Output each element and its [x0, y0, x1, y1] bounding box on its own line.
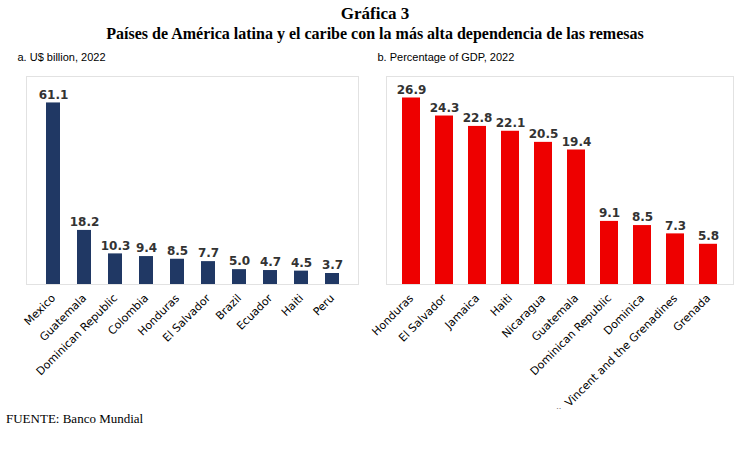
svg-text:Colombia: Colombia — [104, 291, 151, 338]
svg-text:3.7: 3.7 — [321, 258, 342, 272]
svg-text:19.4: 19.4 — [561, 135, 591, 149]
html-text:FUENTE: Banco Mundial: FUENTE: Banco Mundial — [6, 411, 144, 426]
svg-text:18.2: 18.2 — [69, 215, 99, 229]
svg-text:4.7: 4.7 — [259, 255, 280, 269]
svg-text:Honduras: Honduras — [369, 291, 416, 339]
svg-text:Ecuador: Ecuador — [234, 291, 275, 332]
svg-text:7.7: 7.7 — [197, 246, 218, 260]
svg-text:5.8: 5.8 — [697, 229, 718, 243]
svg-text:Mexico: Mexico — [21, 291, 58, 329]
svg-text:Honduras: Honduras — [135, 291, 182, 339]
svg-text:St. Vincent and the Grenadines: St. Vincent and the Grenadines — [549, 292, 680, 409]
html-text:Países de América latina y el: Países de América latina y el caribe con… — [106, 25, 644, 42]
svg-text:7.3: 7.3 — [664, 219, 685, 233]
svg-text:Haiti: Haiti — [487, 292, 514, 319]
svg-text:Dominican Republic: Dominican Republic — [527, 291, 614, 379]
svg-text:Grenada: Grenada — [670, 292, 712, 334]
svg-text:9.4: 9.4 — [135, 241, 156, 255]
svg-text:22.8: 22.8 — [462, 111, 492, 125]
svg-text:22.1: 22.1 — [495, 116, 525, 130]
html-text:a. U$ billion, 2022: a. U$ billion, 2022 — [17, 51, 106, 63]
svg-text:8.5: 8.5 — [166, 244, 187, 258]
svg-text:Dominican Republic: Dominican Republic — [33, 292, 119, 378]
svg-text:Jamaica: Jamaica — [441, 292, 482, 333]
svg-text:Dominica: Dominica — [600, 291, 647, 338]
svg-text:10.3: 10.3 — [100, 239, 130, 253]
svg-text:Peru: Peru — [310, 292, 337, 319]
svg-text:61.1: 61.1 — [38, 88, 68, 102]
svg-text:8.5: 8.5 — [631, 210, 652, 224]
html-text:b. Percentage of GDP, 2022: b. Percentage of GDP, 2022 — [377, 51, 515, 63]
svg-text:24.3: 24.3 — [429, 101, 459, 115]
svg-text:Guatemala: Guatemala — [528, 291, 581, 344]
svg-text:Haiti: Haiti — [278, 292, 305, 319]
html-text:Gráfica 3: Gráfica 3 — [340, 4, 410, 23]
svg-text:4.5: 4.5 — [290, 256, 311, 270]
svg-text:Nicaragua: Nicaragua — [498, 291, 548, 341]
svg-text:Brazil: Brazil — [212, 291, 244, 323]
svg-text:5.0: 5.0 — [228, 254, 249, 268]
svg-text:El Salvador: El Salvador — [160, 291, 213, 344]
svg-text:9.1: 9.1 — [598, 206, 619, 220]
svg-text:El Salvador: El Salvador — [396, 291, 449, 344]
svg-text:Guatemala: Guatemala — [36, 291, 89, 344]
svg-text:20.5: 20.5 — [528, 127, 558, 141]
svg-text:26.9: 26.9 — [396, 83, 426, 97]
